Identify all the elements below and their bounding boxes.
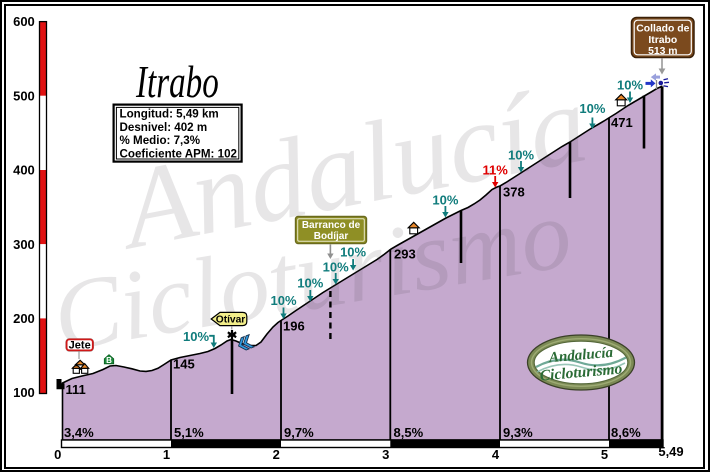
svg-text:5,1%: 5,1% xyxy=(174,425,204,440)
svg-text:9,3%: 9,3% xyxy=(503,425,533,440)
svg-text:10%: 10% xyxy=(183,329,209,344)
svg-text:10%: 10% xyxy=(340,245,366,260)
svg-text:Itrabo: Itrabo xyxy=(648,35,677,46)
svg-text:% Medio: 7,3%: % Medio: 7,3% xyxy=(120,134,201,147)
svg-text:Itrabo: Itrabo xyxy=(135,56,219,108)
svg-text:Desnivel: 402 m: Desnivel: 402 m xyxy=(120,121,208,134)
svg-text:10%: 10% xyxy=(432,193,458,208)
svg-text:8,6%: 8,6% xyxy=(611,425,641,440)
svg-text:513 m: 513 m xyxy=(648,46,677,57)
svg-text:10%: 10% xyxy=(297,276,323,291)
svg-text:8,5%: 8,5% xyxy=(394,425,424,440)
svg-text:10%: 10% xyxy=(579,101,605,116)
svg-text:100: 100 xyxy=(13,385,35,400)
svg-text:196: 196 xyxy=(283,319,305,334)
svg-text:Jete: Jete xyxy=(69,340,91,352)
svg-text:293: 293 xyxy=(394,246,416,261)
svg-text:2: 2 xyxy=(273,447,280,462)
svg-text:11%: 11% xyxy=(483,162,509,177)
svg-text:200: 200 xyxy=(13,311,35,326)
svg-text:Andalucía: Andalucía xyxy=(547,345,614,367)
svg-text:111: 111 xyxy=(66,382,86,397)
svg-text:5: 5 xyxy=(601,447,608,462)
svg-text:400: 400 xyxy=(13,163,35,178)
svg-text:3,4%: 3,4% xyxy=(64,425,94,440)
svg-text:Barranco de: Barranco de xyxy=(302,220,361,231)
svg-text:300: 300 xyxy=(13,237,35,252)
svg-text:471: 471 xyxy=(611,115,633,130)
svg-text:10%: 10% xyxy=(323,259,349,274)
svg-text:145: 145 xyxy=(173,357,195,372)
svg-text:378: 378 xyxy=(503,185,525,200)
svg-text:10%: 10% xyxy=(508,148,534,163)
svg-text:Collado de: Collado de xyxy=(636,24,689,35)
svg-text:Otívar: Otívar xyxy=(216,315,245,326)
svg-text:3: 3 xyxy=(382,447,389,462)
svg-text:9,7%: 9,7% xyxy=(284,425,314,440)
svg-text:600: 600 xyxy=(13,14,35,29)
svg-text:4: 4 xyxy=(492,447,500,462)
svg-text:500: 500 xyxy=(13,88,35,103)
svg-text:10%: 10% xyxy=(617,78,643,93)
svg-text:1: 1 xyxy=(163,447,170,462)
svg-text:Bodíjar: Bodíjar xyxy=(314,231,349,242)
svg-text:0: 0 xyxy=(54,447,61,462)
svg-text:5,49: 5,49 xyxy=(658,444,683,459)
svg-text:B: B xyxy=(106,356,112,365)
svg-text:Longitud: 5,49 km: Longitud: 5,49 km xyxy=(120,107,219,120)
svg-text:Coeficiente APM: 102: Coeficiente APM: 102 xyxy=(120,148,237,161)
svg-text:10%: 10% xyxy=(270,293,296,308)
